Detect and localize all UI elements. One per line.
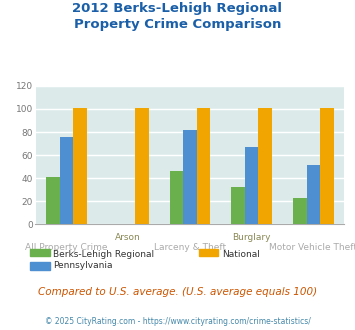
Bar <box>73 108 87 224</box>
Bar <box>245 147 258 224</box>
Bar <box>231 187 245 224</box>
Bar <box>307 166 320 224</box>
Bar <box>183 130 197 224</box>
Text: All Property Crime: All Property Crime <box>25 243 108 251</box>
Text: Pennsylvania: Pennsylvania <box>53 261 113 271</box>
Bar <box>60 137 73 224</box>
Bar <box>135 108 148 224</box>
Bar <box>320 108 334 224</box>
Bar <box>293 198 307 224</box>
Bar <box>170 171 183 224</box>
Text: © 2025 CityRating.com - https://www.cityrating.com/crime-statistics/: © 2025 CityRating.com - https://www.city… <box>45 317 310 326</box>
Text: Larceny & Theft: Larceny & Theft <box>154 243 226 251</box>
Text: Arson: Arson <box>115 233 141 242</box>
Bar <box>46 177 60 224</box>
Text: Compared to U.S. average. (U.S. average equals 100): Compared to U.S. average. (U.S. average … <box>38 287 317 297</box>
Text: 2012 Berks-Lehigh Regional
Property Crime Comparison: 2012 Berks-Lehigh Regional Property Crim… <box>72 2 283 31</box>
Bar <box>258 108 272 224</box>
Text: Berks-Lehigh Regional: Berks-Lehigh Regional <box>53 249 154 259</box>
Bar <box>197 108 210 224</box>
Text: Burglary: Burglary <box>233 233 271 242</box>
Text: Motor Vehicle Theft: Motor Vehicle Theft <box>269 243 355 251</box>
Text: National: National <box>222 249 260 259</box>
